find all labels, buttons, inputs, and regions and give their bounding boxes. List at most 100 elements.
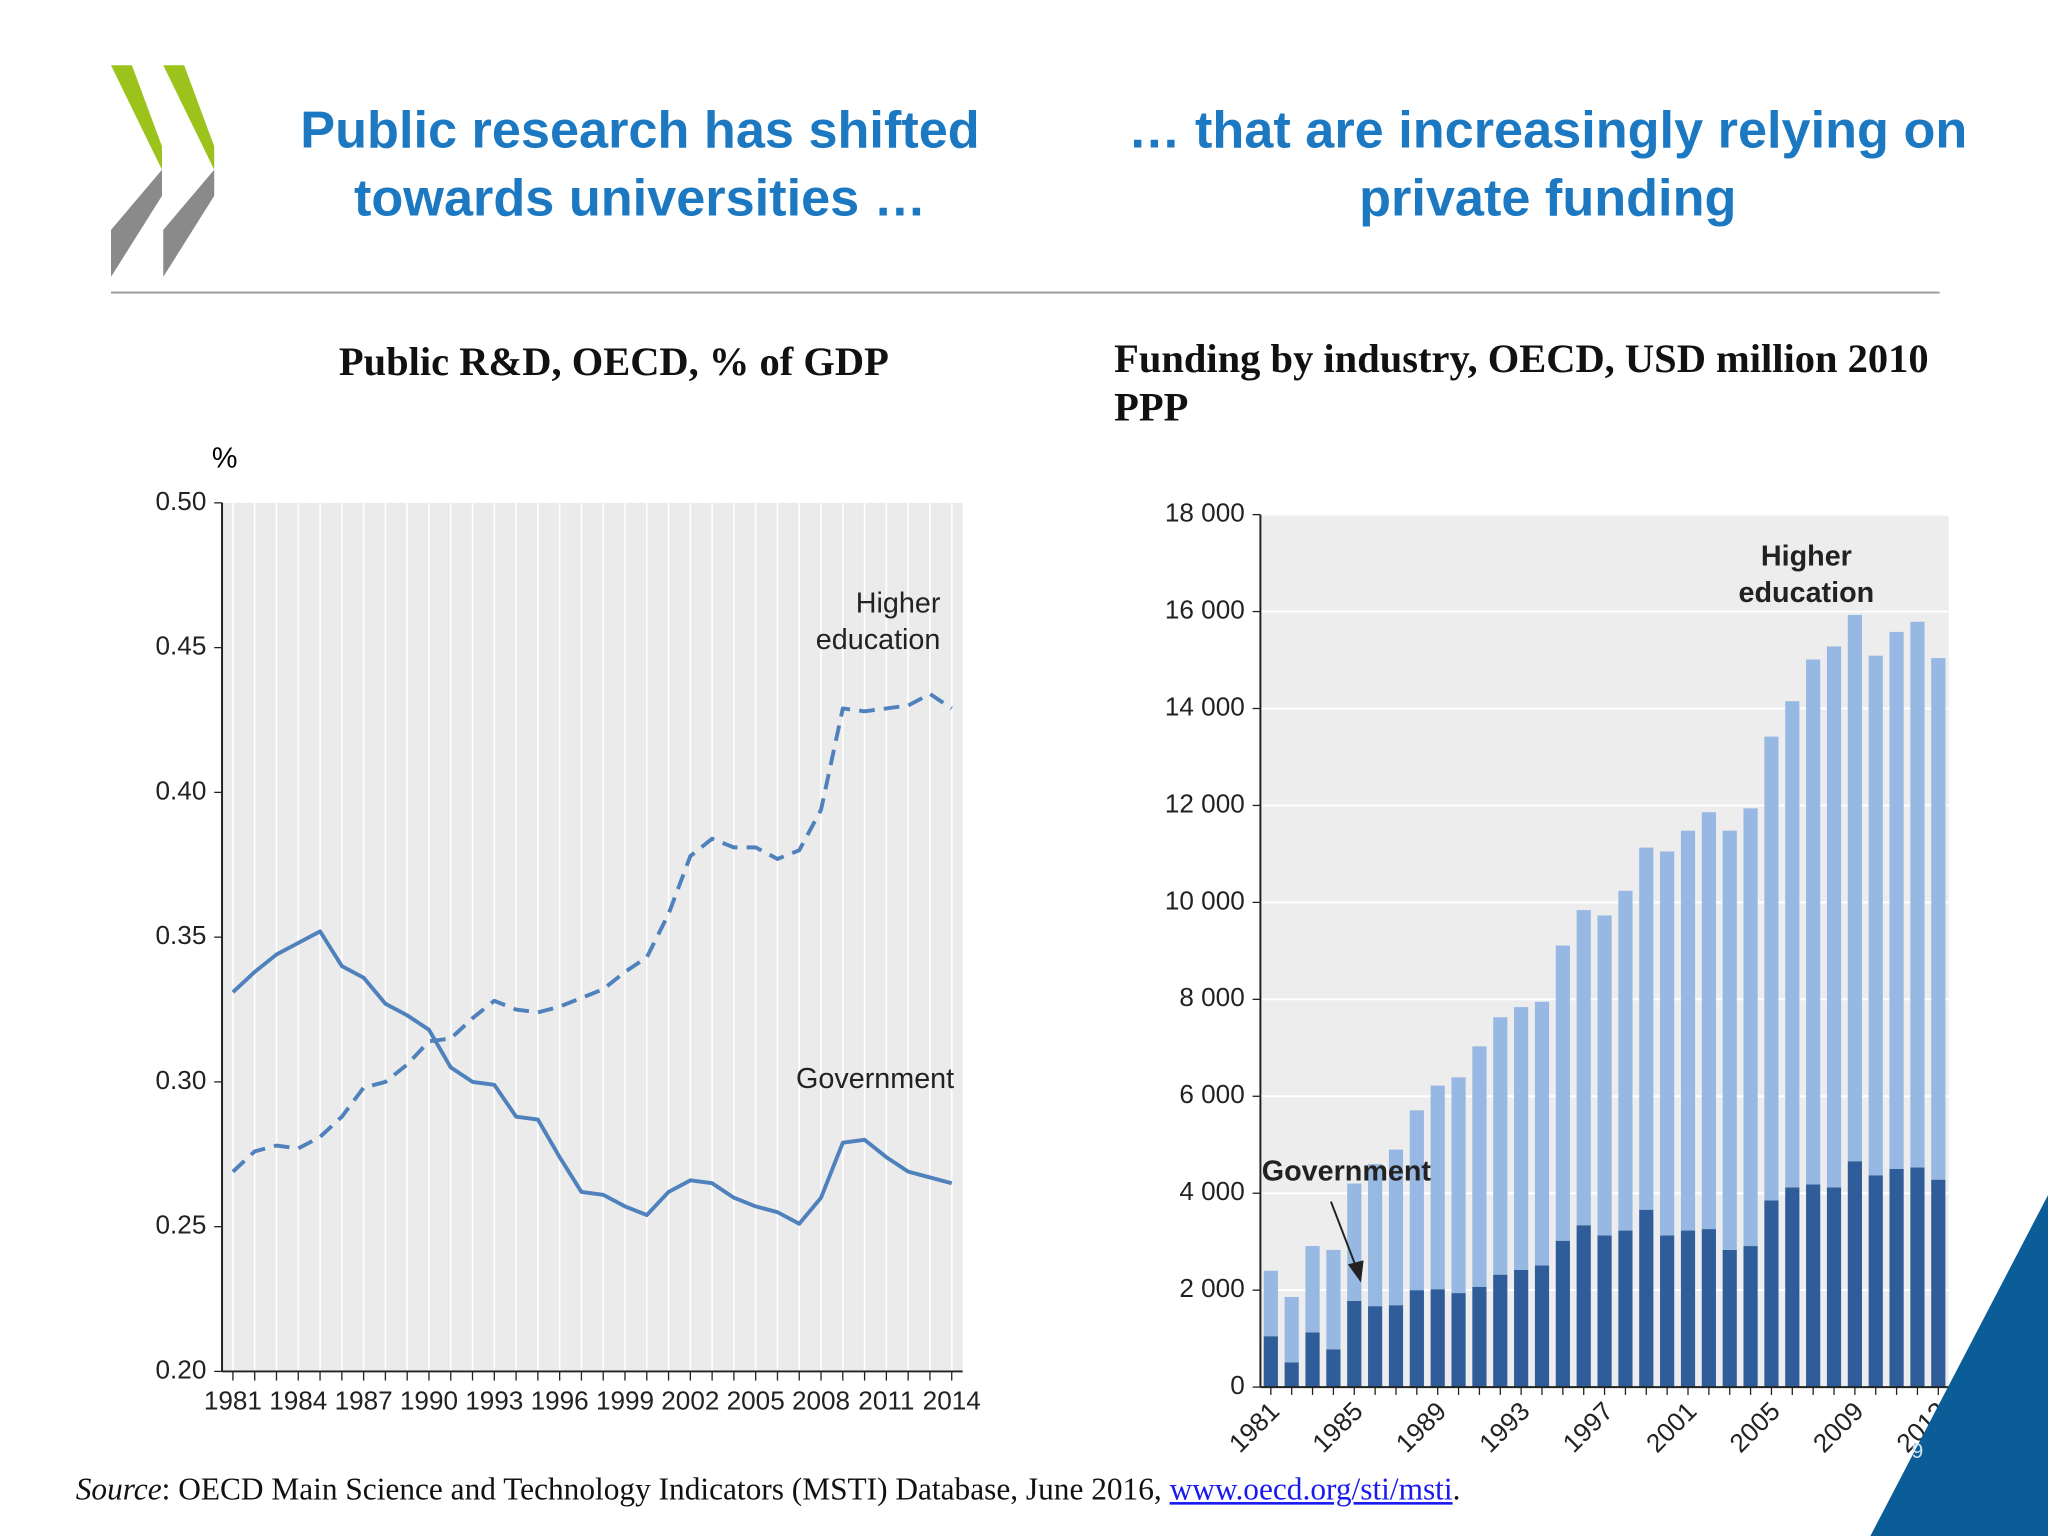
bar — [1534, 1001, 1550, 1266]
bar — [1826, 1187, 1842, 1388]
bar — [1722, 1249, 1737, 1388]
bar — [1618, 1230, 1633, 1388]
x-tick-label: 1981 — [204, 1386, 262, 1416]
slide-title: Public research has shifted towards univ… — [300, 101, 980, 228]
y-tick-label: 0.20 — [156, 1354, 207, 1384]
x-tick-label: 1985 — [1306, 1396, 1368, 1458]
y-tick-label: 0.40 — [156, 775, 207, 805]
source-link[interactable]: www.oecd.org/sti/msti — [1169, 1473, 1453, 1508]
bar — [1931, 1179, 1946, 1388]
y-tick-label: 0.50 — [156, 486, 207, 516]
y-tick-label: 16 000 — [1165, 594, 1245, 624]
bar — [1430, 1289, 1445, 1388]
arrow-head — [1347, 1260, 1364, 1283]
bar — [1785, 701, 1800, 1188]
bar — [1806, 1184, 1821, 1388]
x-tick-label: 1999 — [596, 1386, 654, 1416]
y-tick-label: 10 000 — [1165, 885, 1245, 915]
bar — [1326, 1249, 1341, 1350]
bar — [1472, 1046, 1487, 1287]
bar — [1701, 1229, 1716, 1388]
arrow-line — [1330, 1201, 1358, 1270]
logo-chevron — [111, 65, 162, 170]
bar — [1764, 736, 1779, 1201]
bar — [1284, 1296, 1299, 1363]
data-line — [231, 691, 953, 1174]
bar — [1743, 808, 1758, 1247]
bar — [1722, 830, 1737, 1250]
source-note: Source: OECD Main Science and Technology… — [76, 1473, 1774, 1508]
bar — [1618, 890, 1633, 1231]
plot-background — [222, 502, 963, 1372]
bar — [1660, 851, 1675, 1236]
y-tick-label: 0.35 — [156, 920, 207, 950]
bar — [1931, 658, 1946, 1180]
x-tick-label: 1981 — [1223, 1396, 1285, 1458]
bar — [1451, 1293, 1466, 1388]
annotation-box: Government — [796, 1061, 955, 1095]
bar — [1889, 1168, 1904, 1388]
source-text: : OECD Main Science and Technology Indic… — [161, 1473, 1170, 1508]
y-tick-label: 14 000 — [1165, 691, 1245, 721]
annotation-box: Higher education — [816, 586, 941, 655]
bar — [1660, 1235, 1675, 1388]
source-end: . — [1452, 1473, 1461, 1508]
annotation-arrow — [1330, 1201, 1364, 1283]
bar — [1680, 830, 1696, 1231]
bar — [1910, 621, 1925, 1168]
bar — [1847, 614, 1862, 1162]
bar — [1514, 1007, 1529, 1270]
x-tick-label: 1996 — [531, 1386, 589, 1416]
series-annotation: Government — [796, 1061, 955, 1095]
annotation-box: Government — [1261, 1154, 1431, 1188]
page-number: 9 — [1912, 1440, 1924, 1463]
logo — [111, 65, 215, 277]
logo-chevron — [163, 169, 215, 277]
bar — [1806, 659, 1821, 1185]
bar — [1910, 1167, 1925, 1388]
bar — [1639, 1209, 1654, 1388]
x-tick-label: 1993 — [1473, 1396, 1535, 1458]
logo-chevron — [163, 65, 215, 170]
x-tick-label: 2001 — [1640, 1396, 1702, 1458]
bar — [1597, 1235, 1612, 1388]
x-tick-label: 2005 — [1723, 1396, 1785, 1458]
y-tick-label: 8 000 — [1179, 982, 1244, 1012]
bar — [1597, 915, 1612, 1236]
bar — [1764, 1200, 1779, 1388]
x-tick-label: 2005 — [727, 1386, 785, 1416]
bar — [1430, 1085, 1445, 1290]
series-annotation: Government — [1261, 1154, 1431, 1188]
bar — [1409, 1110, 1424, 1291]
annotation-box: Higher education — [1739, 539, 1875, 608]
source-label: Source — [75, 1473, 162, 1508]
x-tick-label: 1990 — [400, 1386, 458, 1416]
bar — [1305, 1246, 1320, 1333]
bar — [1680, 1230, 1696, 1388]
corner-decoration — [1870, 1195, 2048, 1536]
bar — [1868, 655, 1883, 1176]
title-box: Funding by industry, OECD, USD million 2… — [1114, 335, 1929, 430]
chart-title: Funding by industry, OECD, USD million 2… — [1114, 335, 1929, 430]
chart-title: Public R&D, OECD, % of GDP — [338, 338, 889, 384]
y-tick-label: 0.25 — [156, 1210, 207, 1240]
x-tick-label: 1989 — [1390, 1396, 1452, 1458]
x-tick-label: 2002 — [661, 1386, 719, 1416]
title-box: Public research has shifted towards univ… — [300, 101, 980, 228]
bar — [1555, 1240, 1570, 1388]
bar — [1263, 1270, 1278, 1337]
x-tick-label: 2008 — [792, 1386, 850, 1416]
bar — [1576, 910, 1591, 1226]
bar — [1826, 646, 1842, 1188]
bar — [1889, 631, 1904, 1169]
y-tick-label: 0.30 — [156, 1065, 207, 1095]
y-tick-label: 6 000 — [1179, 1079, 1244, 1109]
bar — [1388, 1149, 1404, 1306]
y-tick-label: 12 000 — [1165, 788, 1245, 818]
bar — [1305, 1332, 1320, 1388]
data-line — [231, 929, 953, 1226]
y-tick-label: 0 — [1230, 1370, 1245, 1400]
y-tick-label: 2 000 — [1179, 1273, 1244, 1303]
